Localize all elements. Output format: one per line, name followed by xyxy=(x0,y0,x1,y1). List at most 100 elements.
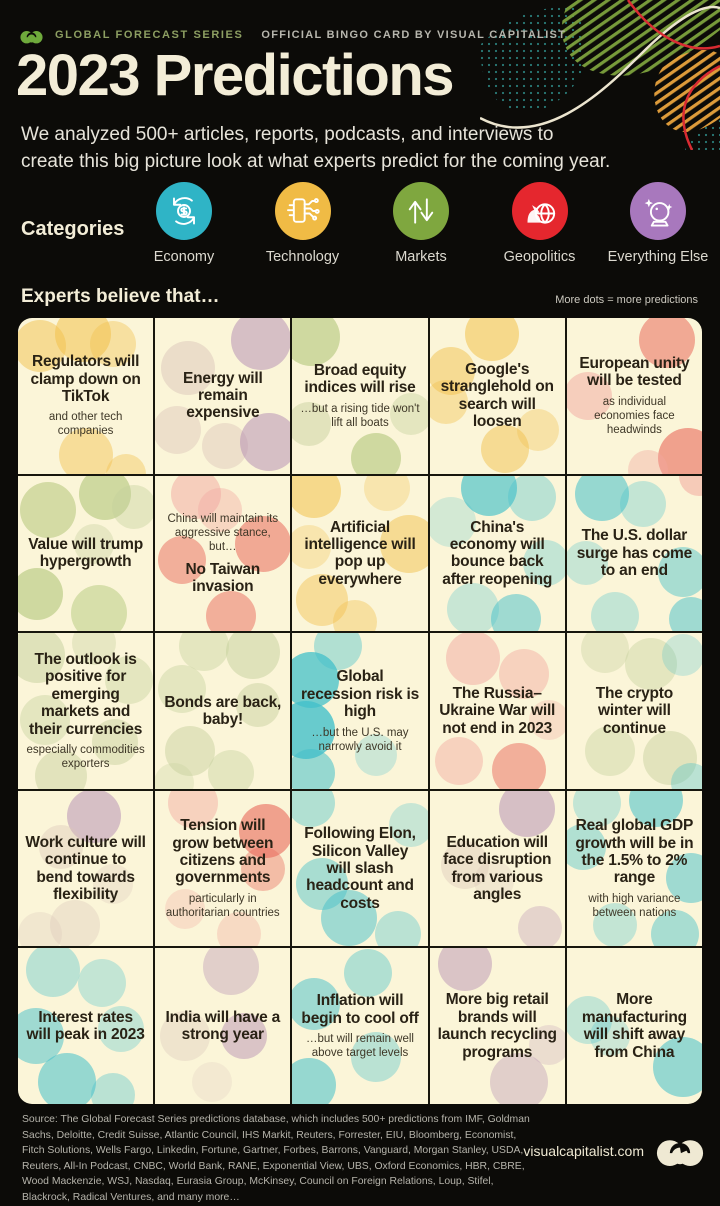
cell-text: China's economy will bounce back after r… xyxy=(430,519,565,588)
prediction-title: Value will trump hypergrowth xyxy=(28,536,143,571)
prediction-title: European unity will be tested xyxy=(579,354,690,390)
prediction-dot xyxy=(627,450,668,474)
source-text: Source: The Global Forecast Series predi… xyxy=(22,1114,530,1204)
prediction-dot xyxy=(191,1062,232,1103)
category-label: Markets xyxy=(395,249,447,265)
prediction-dot xyxy=(159,1010,210,1061)
geopolitics-icon xyxy=(511,182,568,240)
dot-layer xyxy=(155,633,290,789)
cell-text: Education will face disruption from vari… xyxy=(430,834,565,903)
subtitle-line-2: create this big picture look at what exp… xyxy=(21,150,611,172)
prediction-dot xyxy=(593,902,638,947)
header-eyebrow: GLOBAL FORECAST SERIES OFFICIAL BINGO CA… xyxy=(20,26,566,44)
prediction-dot xyxy=(104,655,153,704)
prediction-dot xyxy=(437,948,492,991)
prediction-dot xyxy=(235,682,280,727)
cell-text: More manufacturing will shift away from … xyxy=(567,991,702,1060)
prediction-dot xyxy=(205,590,256,632)
prediction-dot xyxy=(344,949,393,998)
prediction-dot xyxy=(97,1006,144,1053)
prediction-title: The Russia–Ukraine War will not end in 2… xyxy=(439,684,556,737)
prediction-dot xyxy=(221,1012,268,1059)
dot-layer xyxy=(18,790,153,947)
cell-text: China will maintain its aggressive stanc… xyxy=(155,512,290,596)
prediction-dot xyxy=(292,790,336,828)
prediction-dot xyxy=(321,890,378,947)
bingo-cell-17: Tension will grow between citizens and g… xyxy=(155,790,291,947)
prediction-dot xyxy=(566,540,608,585)
prediction-title: Inflation will begin to cool off xyxy=(301,992,419,1027)
prediction-dot xyxy=(292,318,341,366)
dot-layer xyxy=(155,475,291,632)
cell-text: Inflation will begin to cool off …but wil… xyxy=(292,992,427,1060)
prediction-dot xyxy=(574,475,629,522)
prediction-dot xyxy=(642,730,697,785)
prediction-title: Broad equity indices will rise xyxy=(304,361,416,397)
bingo-cell-3: Broad equity indices will rise …but a ris… xyxy=(292,318,428,474)
category-markets: Markets xyxy=(365,182,477,265)
prediction-dot xyxy=(355,733,398,776)
dot-layer xyxy=(292,790,428,947)
prediction-dot xyxy=(332,599,377,632)
prediction-dot xyxy=(619,480,666,527)
prediction-dot xyxy=(296,574,349,627)
prediction-dot xyxy=(566,371,613,420)
prediction-dot xyxy=(653,1036,702,1097)
prediction-dot xyxy=(429,380,468,425)
prediction-dot xyxy=(71,584,128,632)
prediction-dot xyxy=(292,525,331,570)
prediction-title: More manufacturing will shift away from … xyxy=(581,991,687,1061)
bingo-cell-4: Google's stranglehold on search will loo… xyxy=(429,318,565,474)
category-technology: Technology xyxy=(247,182,359,265)
categories-list: Economy Technology Markets Geopolitics Every… xyxy=(128,182,714,265)
prediction-title: More big retail brands will launch recyc… xyxy=(437,991,557,1061)
board-heading-row: Experts believe that… More dots = more p… xyxy=(21,286,698,308)
prediction-dot xyxy=(585,726,636,777)
prediction-dot xyxy=(508,475,557,522)
prediction-dot xyxy=(429,497,477,548)
prediction-dot xyxy=(580,633,629,673)
prediction-dot xyxy=(445,633,500,686)
category-label: Everything Else xyxy=(607,249,709,265)
bingo-cell-15: The crypto winter will continue xyxy=(566,633,702,789)
prediction-dot xyxy=(198,487,243,532)
bingo-cell-1: Regulators will clamp down on TikTok and … xyxy=(18,318,154,474)
prediction-title: Global recession risk is high xyxy=(300,668,420,721)
prediction-dot xyxy=(66,790,121,843)
markets-icon xyxy=(393,182,449,240)
prediction-dot xyxy=(39,824,84,869)
prediction-title: Google's stranglehold on search will loo… xyxy=(440,361,554,431)
prediction-dot xyxy=(160,340,215,395)
prediction-dot xyxy=(90,1072,135,1104)
prediction-dot xyxy=(164,889,205,930)
bingo-cell-16: Work culture will continue to bend towar… xyxy=(18,790,154,947)
category-label: Geopolitics xyxy=(503,249,576,265)
vc-logo-icon xyxy=(656,1130,704,1172)
prediction-dot xyxy=(26,948,81,998)
dot-layer xyxy=(566,948,702,1104)
prediction-dot xyxy=(292,978,341,1031)
prediction-dot xyxy=(158,665,207,714)
prediction-dot xyxy=(207,750,254,789)
footer: Source: The Global Forecast Series predi… xyxy=(0,1104,720,1203)
dot-layer xyxy=(566,475,702,632)
prediction-title: Interest rates will peak in 2023 xyxy=(26,1008,145,1044)
dot-layer xyxy=(18,633,153,789)
dot-layer xyxy=(18,318,153,474)
prediction-dot xyxy=(18,567,63,620)
prediction-title: Tension will grow between citizens and g… xyxy=(172,817,274,887)
cell-sub-note: as individual economies face headwinds xyxy=(594,395,675,436)
prediction-title: The crypto winter will continue xyxy=(595,684,673,737)
prediction-dot xyxy=(37,1053,96,1104)
vc-logo-icon xyxy=(20,26,43,44)
prediction-dot xyxy=(566,995,613,1044)
cell-text: Following Elon, Silicon Valley will slas… xyxy=(292,825,427,912)
prediction-dot xyxy=(516,409,559,452)
economy-icon xyxy=(156,182,212,240)
category-geopolitics: Geopolitics xyxy=(484,182,596,265)
prediction-dot xyxy=(374,910,421,947)
bingo-cell-19: Education will face disruption from vari… xyxy=(429,790,565,947)
prediction-dot xyxy=(73,524,114,565)
prediction-dot xyxy=(624,638,677,691)
